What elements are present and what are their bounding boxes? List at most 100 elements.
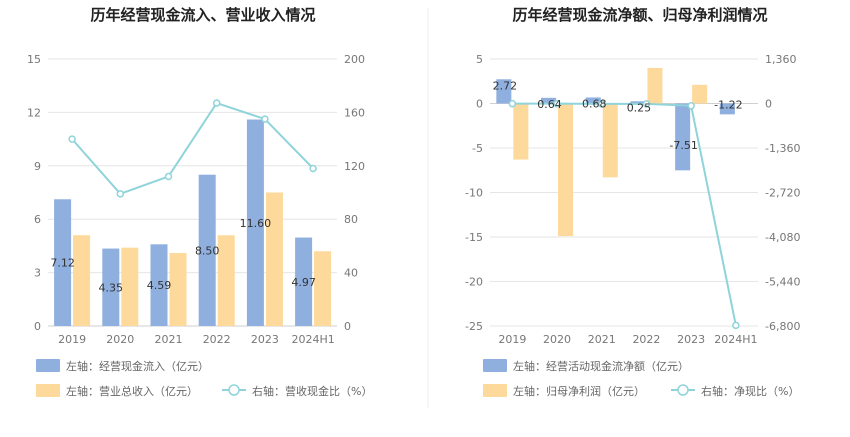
x-axis-tick: 2024H1 xyxy=(714,333,757,346)
right-axis-tick: 200 xyxy=(344,53,365,66)
bar-primary xyxy=(585,97,601,104)
legend-label: 左轴：归母净利润（亿元） xyxy=(513,384,645,398)
bar-primary xyxy=(675,103,691,171)
x-axis-tick: 2021 xyxy=(588,333,616,346)
x-axis-tick: 2019 xyxy=(498,333,526,346)
line-series xyxy=(512,102,737,326)
left-axis-tick: 6 xyxy=(34,213,41,226)
x-axis-tick: 2019 xyxy=(58,333,86,346)
left-axis-tick: -20 xyxy=(465,276,483,289)
line-point xyxy=(116,190,125,198)
legend-label: 右轴：净现比（%） xyxy=(701,384,799,398)
legend-label: 左轴：营业总收入（亿元） xyxy=(66,384,198,398)
left-axis-tick: 12 xyxy=(27,106,41,119)
right-axis-tick: -6,800 xyxy=(765,320,800,333)
x-axis-tick: 2020 xyxy=(543,333,571,346)
x-axis-tick: 2023 xyxy=(677,333,705,346)
legend-marker xyxy=(228,384,240,396)
bar-secondary xyxy=(121,247,139,326)
right-axis-tick: -2,720 xyxy=(765,187,800,200)
bar-secondary xyxy=(692,84,708,104)
bar-primary xyxy=(630,101,646,104)
x-axis-tick: 2022 xyxy=(203,333,231,346)
bar-secondary xyxy=(169,253,187,326)
right-axis-tick: 120 xyxy=(344,160,365,173)
bar-secondary xyxy=(314,251,332,326)
bar-secondary xyxy=(217,235,235,326)
bar-secondary xyxy=(73,235,91,326)
line-point xyxy=(309,164,317,173)
bar-primary xyxy=(102,248,120,326)
bar-secondary xyxy=(558,103,574,237)
bar-data-label: 4.97 xyxy=(291,276,316,289)
bar-data-label: 8.50 xyxy=(195,244,220,257)
x-axis-tick: 2023 xyxy=(251,333,279,346)
legend-marker xyxy=(677,384,689,396)
line-point xyxy=(212,99,221,107)
bar-primary xyxy=(541,97,557,104)
line-point xyxy=(598,100,606,108)
chart-title: 历年经营现金流净额、归母净利润情况 xyxy=(512,6,767,24)
bar-data-label: -7.51 xyxy=(669,139,697,152)
line-point xyxy=(164,172,173,181)
bar-data-label: 0.68 xyxy=(582,97,607,110)
bar-primary xyxy=(719,103,735,115)
left-axis-tick: 15 xyxy=(27,53,41,66)
left-axis-tick: 0 xyxy=(476,98,483,111)
legend-entry: 左轴：归母净利润（亿元） xyxy=(483,384,645,398)
right-axis-tick: 160 xyxy=(344,106,365,119)
legend-swatch xyxy=(36,384,60,397)
x-axis-tick: 2021 xyxy=(155,333,183,346)
legend-label: 左轴：经营活动现金流净额（亿元） xyxy=(513,359,689,373)
left-axis-tick: -5 xyxy=(472,142,483,155)
x-axis-tick: 2020 xyxy=(106,333,134,346)
left-axis-tick: -25 xyxy=(465,320,483,333)
right-axis-tick: 80 xyxy=(344,213,358,226)
bar-data-label: 7.12 xyxy=(50,257,75,270)
bar-primary xyxy=(150,244,168,326)
bar-primary xyxy=(496,79,512,104)
legend-entry: 右轴：净现比（%） xyxy=(671,384,799,398)
left-axis-tick: 0 xyxy=(34,320,41,333)
legend-entry: 左轴：营业总收入（亿元） xyxy=(36,384,198,398)
left-axis-tick: -15 xyxy=(465,231,483,244)
right-axis-tick: -1,360 xyxy=(765,142,800,155)
legend-entry: 左轴：经营现金流入（亿元） xyxy=(36,359,209,373)
x-axis-tick: 2022 xyxy=(632,333,660,346)
bar-data-label: 2.72 xyxy=(493,79,518,92)
bar-secondary xyxy=(513,103,529,160)
left-axis-tick: 3 xyxy=(34,267,41,280)
line-series xyxy=(71,101,314,196)
bar-primary xyxy=(295,237,313,326)
bar-data-label: 11.60 xyxy=(240,217,272,230)
x-axis-tick: 2024H1 xyxy=(291,333,334,346)
chart-1: 历年经营现金流入、营业收入情况 0 3 6 9 12 15 0 40 80 120 160 200 201… xyxy=(27,6,372,398)
legend-entry: 右轴：营收现金比（%） xyxy=(222,384,372,398)
right-axis-tick: -4,080 xyxy=(765,231,800,244)
left-axis-tick: -10 xyxy=(465,187,483,200)
right-axis-tick: 1,360 xyxy=(765,53,797,66)
line-point xyxy=(553,99,561,108)
bar-data-label: 0.25 xyxy=(627,101,652,114)
left-axis-tick: 9 xyxy=(34,160,41,173)
legend-entry: 左轴：经营活动现金流净额（亿元） xyxy=(483,359,689,373)
line-point xyxy=(732,321,740,330)
right-axis-tick: 0 xyxy=(765,98,772,111)
right-axis-tick: -5,440 xyxy=(765,276,800,289)
bar-data-label: 4.59 xyxy=(147,279,172,292)
line-point xyxy=(261,115,269,123)
bar-primary xyxy=(54,199,72,326)
right-axis-tick: 40 xyxy=(344,267,358,280)
legend-swatch xyxy=(483,384,507,397)
line-point xyxy=(68,135,76,143)
bar-secondary xyxy=(265,192,283,326)
bar-data-label: 0.64 xyxy=(537,98,562,111)
chart-2: 历年经营现金流净额、归母净利润情况 5 0 -5 -10 -15 -20 -25 1,360 0 -… xyxy=(465,6,800,398)
bar-data-label: 4.35 xyxy=(99,281,124,294)
right-axis-tick: 0 xyxy=(344,320,351,333)
line-point xyxy=(687,102,695,110)
line-point xyxy=(508,99,517,108)
legend-swatch xyxy=(36,359,60,372)
